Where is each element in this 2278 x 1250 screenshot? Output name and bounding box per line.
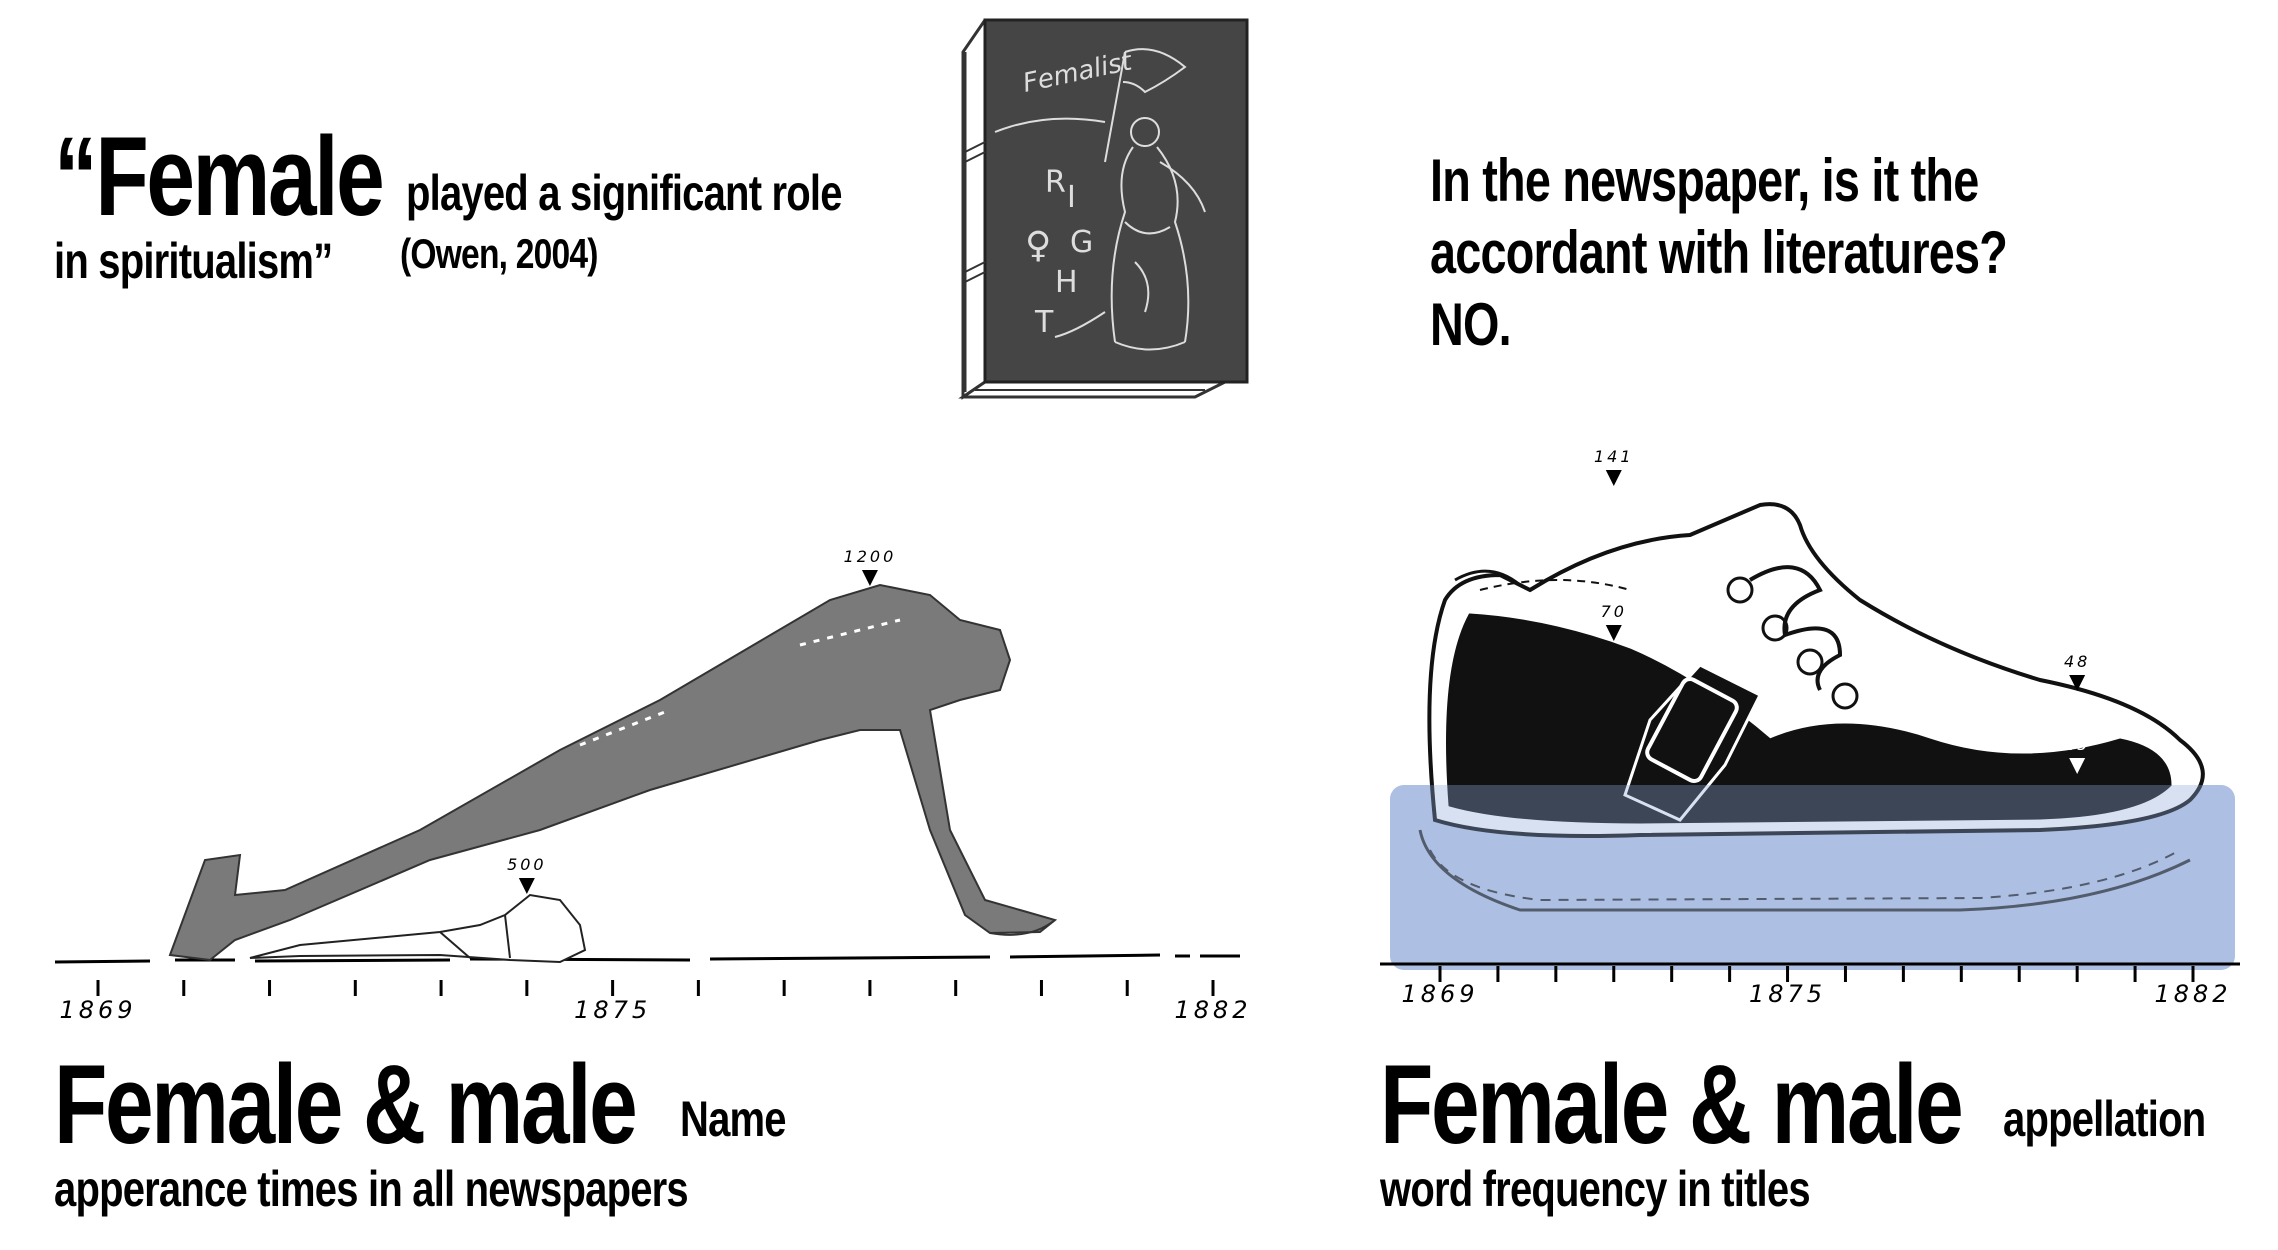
left-tick-labels: 1869 1875 1882 xyxy=(59,996,1251,1024)
right-marker-48: 48 xyxy=(2064,652,2090,691)
quote-emphasis: “Female xyxy=(54,114,385,239)
left-chart: 1200 500 1869 1875 1882 xyxy=(54,547,1251,1024)
svg-text:1200: 1200 xyxy=(844,547,897,566)
left-axis-ticks xyxy=(96,980,1215,996)
svg-text:25: 25 xyxy=(2064,735,2090,754)
right-caption-title: Female & male xyxy=(1380,1042,1964,1167)
svg-text:500: 500 xyxy=(507,855,547,874)
female-symbol-icon: ♀ xyxy=(1025,225,1051,266)
right-data-markers: 141 70 48 25 xyxy=(1594,447,2090,774)
right-tick-label-1882: 1882 xyxy=(2154,980,2231,1008)
svg-text:48: 48 xyxy=(2064,652,2090,671)
left-marker-500: 500 xyxy=(507,855,547,894)
left-data-markers: 1200 500 xyxy=(507,547,897,894)
book-spine-letter-h: H xyxy=(1055,265,1078,300)
left-tick-label-1882: 1882 xyxy=(1174,996,1251,1024)
book-spine-letter-i: I xyxy=(1067,180,1076,215)
left-tick-label-1869: 1869 xyxy=(59,996,136,1024)
book-spine-letter-r: R xyxy=(1045,165,1066,200)
left-marker-1200: 1200 xyxy=(844,547,897,586)
quote-first-line: “Female played a significant role xyxy=(54,112,842,241)
right-marker-70: 70 xyxy=(1601,602,1627,641)
svg-text:141: 141 xyxy=(1594,447,1634,466)
left-caption-suffix: Name xyxy=(680,1091,787,1147)
left-caption-title: Female & male xyxy=(54,1042,638,1167)
svg-text:70: 70 xyxy=(1601,602,1627,621)
left-tick-label-1875: 1875 xyxy=(574,996,651,1024)
quote-citation: (Owen, 2004) xyxy=(400,230,598,277)
right-tick-label-1869: 1869 xyxy=(1401,980,1478,1008)
shoe-sole xyxy=(1418,829,2191,912)
right-marker-25: 25 xyxy=(2064,735,2090,774)
question-text: In the newspaper, is it the accordant wi… xyxy=(1430,147,2008,358)
male-figure-pushup xyxy=(168,583,1058,962)
right-chart: 141 70 48 25 1869 1875 1882 xyxy=(1380,447,2240,1008)
right-tick-labels: 1869 1875 1882 xyxy=(1401,980,2231,1008)
left-caption-subtitle: apperance times in all newspapers xyxy=(54,1161,689,1217)
right-caption-suffix: appellation xyxy=(2003,1091,2206,1147)
shoe-icon xyxy=(1427,502,2205,838)
right-marker-141: 141 xyxy=(1594,447,1634,486)
right-tick-label-1875: 1875 xyxy=(1749,980,1826,1008)
quote-rest: played a significant role xyxy=(406,165,842,221)
female-figure-lying xyxy=(249,893,587,964)
feminist-book-illustration: Femalist R I G H T ♀ xyxy=(958,18,1249,400)
right-axis-ticks xyxy=(1438,966,2195,982)
left-ground-line xyxy=(54,953,1240,964)
right-caption-subtitle: word frequency in titles xyxy=(1380,1161,1811,1217)
book-spine-letter-t: T xyxy=(1034,305,1054,340)
book-icon xyxy=(958,18,1249,400)
quote-second-line: in spiritualism” xyxy=(54,233,333,289)
book-spine-letter-g: G xyxy=(1070,225,1093,260)
